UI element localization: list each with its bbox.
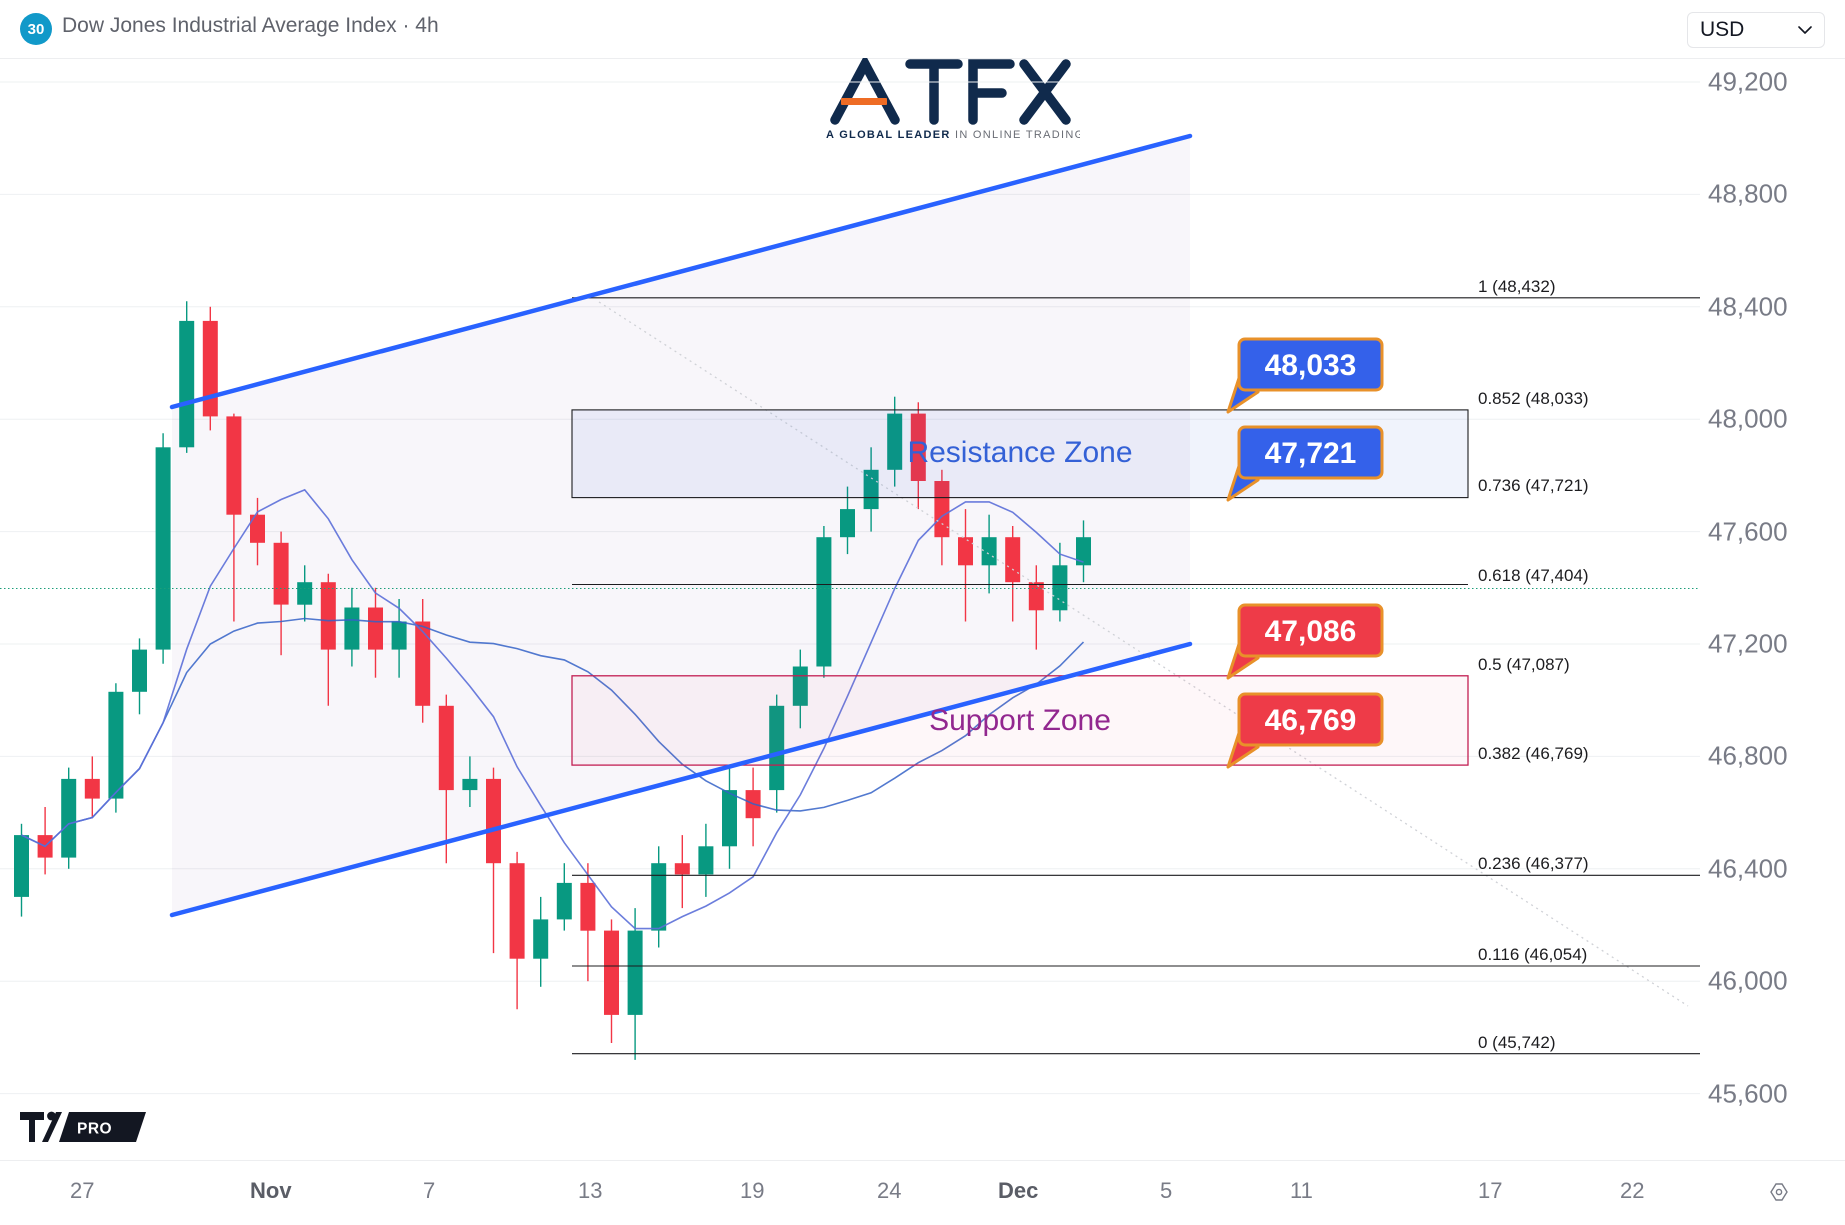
svg-text:Support Zone: Support Zone	[929, 704, 1111, 737]
svg-text:PRO: PRO	[77, 1121, 112, 1138]
svg-text:0.5 (47,087): 0.5 (47,087)	[1478, 655, 1570, 674]
svg-text:0.618 (47,404): 0.618 (47,404)	[1478, 566, 1589, 585]
svg-text:48,033: 48,033	[1265, 349, 1357, 382]
svg-text:0.736 (47,721): 0.736 (47,721)	[1478, 476, 1589, 495]
svg-text:1 (48,432): 1 (48,432)	[1478, 277, 1556, 296]
svg-text:0.236 (46,377): 0.236 (46,377)	[1478, 854, 1589, 873]
svg-text:47,086: 47,086	[1265, 615, 1357, 648]
svg-text:46,769: 46,769	[1265, 704, 1357, 737]
svg-text:0 (45,742): 0 (45,742)	[1478, 1033, 1556, 1052]
svg-text:0.852 (48,033): 0.852 (48,033)	[1478, 389, 1589, 408]
svg-text:47,721: 47,721	[1265, 437, 1357, 470]
svg-text:0.116 (46,054): 0.116 (46,054)	[1478, 945, 1587, 964]
svg-text:0.382 (46,769): 0.382 (46,769)	[1478, 744, 1589, 763]
svg-text:Resistance Zone: Resistance Zone	[907, 436, 1132, 469]
